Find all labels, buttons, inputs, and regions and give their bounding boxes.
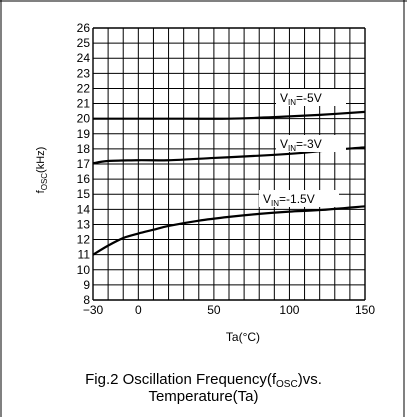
- y-tick-label: 13: [77, 217, 91, 231]
- series-label-main: V: [263, 192, 271, 206]
- y-tick-label: 10: [77, 263, 91, 277]
- y-tick-label: 18: [77, 142, 91, 156]
- y-tick-label: 23: [77, 66, 91, 80]
- y-tick-label: 12: [77, 233, 91, 247]
- y-axis-label: fOSC(kHz): [35, 147, 49, 194]
- y-tick-label: 11: [78, 248, 91, 262]
- series-label-background: [276, 89, 346, 106]
- y-axis-label-main: f: [35, 189, 47, 193]
- y-tick-label: 16: [77, 172, 91, 186]
- series-label-value: =-1.5V: [279, 192, 315, 206]
- x-tick-label: 0: [135, 303, 142, 317]
- series-label-background: [259, 190, 339, 207]
- y-tick-label: 26: [77, 21, 91, 35]
- y-axis-label-sub: OSC: [40, 173, 49, 191]
- caption-suffix: )vs.: [297, 371, 322, 388]
- caption-subscript: OSC: [276, 379, 298, 390]
- figure-caption-line-1: Fig.2 Oscillation Frequency(fOSC)vs.: [0, 371, 407, 393]
- series-label-value: =-5V: [296, 91, 322, 105]
- y-tick-label: 14: [77, 202, 91, 216]
- series-label-sub: IN: [288, 98, 296, 107]
- series-line-1: [92, 110, 366, 120]
- x-axis-label: Ta(°C): [226, 330, 260, 344]
- series-label-1: VIN=-5V: [280, 91, 322, 107]
- y-tick-label: 25: [77, 36, 91, 50]
- y-tick-label: 24: [77, 51, 91, 65]
- y-tick-label: 22: [77, 81, 91, 95]
- x-tick-label: −30: [83, 303, 104, 317]
- y-tick-label: 20: [77, 112, 91, 126]
- y-tick-label: 8: [83, 293, 90, 307]
- series-label-main: V: [280, 91, 288, 105]
- figure-caption-line-2: Temperature(Ta): [148, 388, 259, 405]
- y-tick-label: 17: [77, 157, 91, 171]
- y-tick-label: 15: [77, 187, 91, 201]
- series-line-3: [92, 205, 366, 256]
- x-tick-label: 50: [207, 303, 221, 317]
- series-label-main: V: [280, 137, 288, 151]
- y-tick-label: 21: [77, 97, 91, 111]
- y-tick-label: 19: [77, 127, 91, 141]
- series-label-2: VIN=-3V: [280, 137, 322, 153]
- y-tick-label: 9: [83, 278, 90, 292]
- series-label-sub: IN: [271, 199, 279, 208]
- series-label-background: [276, 135, 346, 152]
- series-label-sub: IN: [288, 144, 296, 153]
- y-axis-label-unit: (kHz): [35, 147, 47, 173]
- x-tick-label: 100: [279, 303, 299, 317]
- plot-grid: [92, 27, 366, 301]
- x-tick-label: 150: [355, 303, 375, 317]
- caption-prefix: Fig.2 Oscillation Frequency(f: [85, 371, 277, 388]
- series-label-3: VIN=-1.5V: [263, 192, 315, 208]
- series-label-value: =-3V: [296, 137, 322, 151]
